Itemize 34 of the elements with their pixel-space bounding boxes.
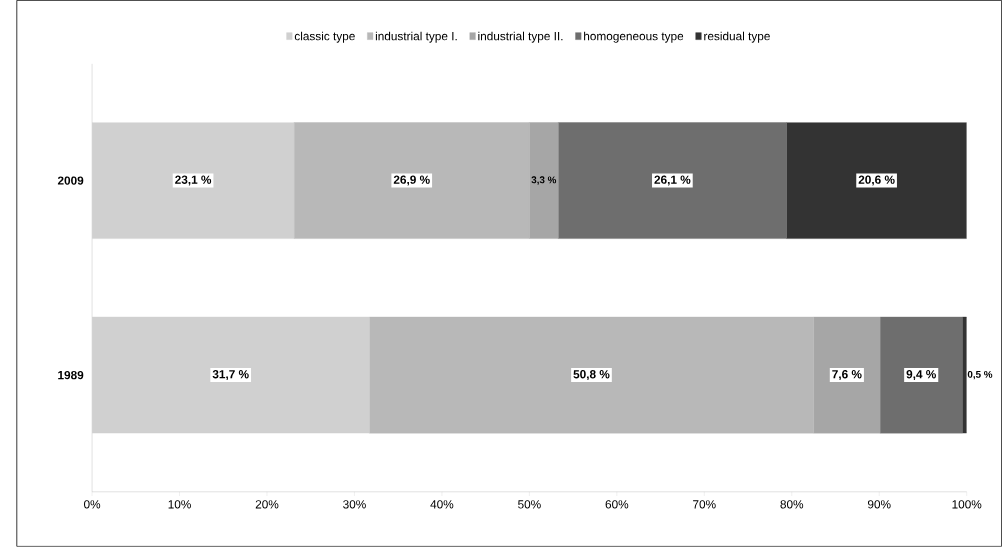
x-tick-label: 20%: [255, 500, 279, 509]
data-label: 3,3 %: [531, 176, 557, 185]
legend-label: homogeneous type: [584, 31, 684, 43]
data-label: 7,6 %: [832, 370, 862, 381]
x-tick-label: 80%: [780, 500, 804, 509]
data-label: 26,9 %: [393, 175, 430, 186]
bar: [558, 122, 787, 239]
bar: [529, 122, 559, 239]
data-label: 50,8 %: [573, 370, 610, 381]
x-tick-label: 50%: [518, 500, 541, 509]
x-tick-label: 40%: [430, 500, 454, 509]
data-label: 20,6 %: [858, 175, 895, 186]
x-tick-label: 70%: [693, 500, 716, 509]
bar: [879, 316, 963, 434]
data-label: 0,5 %: [967, 370, 993, 380]
x-tick-label: 60%: [605, 500, 629, 509]
x-tick-label: 90%: [867, 500, 891, 509]
data-label: 23,1 %: [175, 175, 212, 186]
x-tick-label: 0%: [84, 500, 101, 509]
data-label: 9,4 %: [906, 370, 936, 381]
legend-label: industrial type II.: [478, 31, 563, 43]
y-tick-label: 2009: [57, 176, 84, 185]
data-label: 31,7 %: [212, 370, 249, 381]
data-label: 26,1 %: [654, 175, 691, 186]
x-tick-label: 10%: [168, 500, 191, 509]
legend-label: industrial type I.: [375, 31, 457, 43]
bar: [369, 316, 814, 434]
legend-label: classic type: [294, 31, 355, 43]
y-tick-label: 1989: [58, 371, 84, 380]
legend-label: residual type: [704, 31, 770, 43]
bar: [293, 122, 530, 239]
x-tick-label: 100%: [952, 500, 982, 509]
x-tick-label: 30%: [343, 500, 366, 509]
bar: [813, 316, 881, 434]
